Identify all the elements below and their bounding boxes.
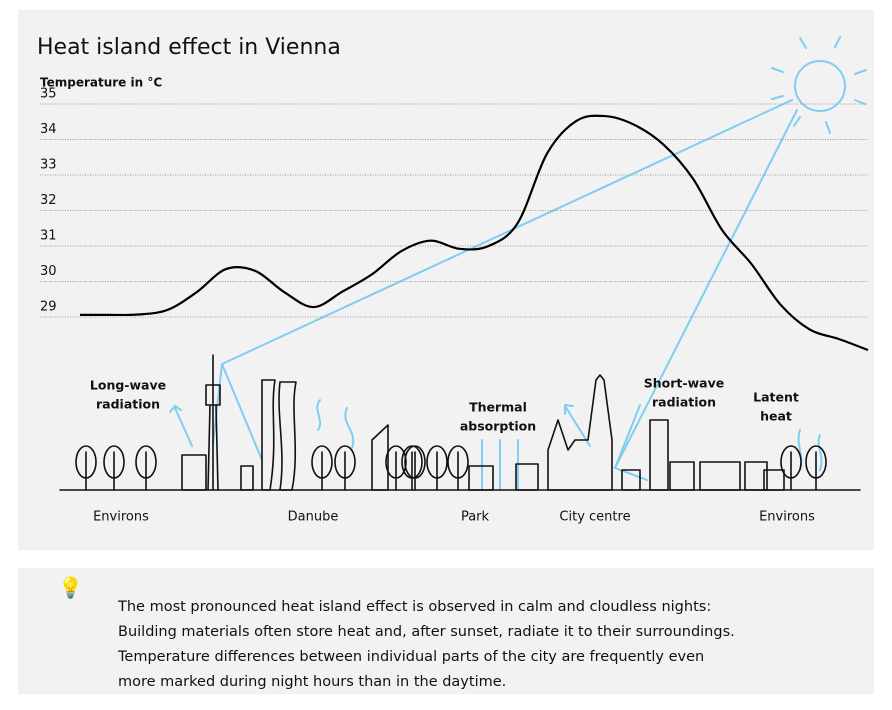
y-tick-label: 29 [40,300,57,315]
annotation: heat [760,409,792,424]
y-tick-label: 32 [40,193,57,208]
annotation: absorption [460,419,536,434]
region-label: Environs [759,510,815,525]
note-text: more marked during night hours than in t… [118,674,506,690]
note-text: Building materials often store heat and,… [118,624,735,640]
annotation: Latent [753,390,799,405]
region-label: Park [461,510,490,525]
region-label: Danube [288,510,339,525]
annotation: Thermal [469,400,527,415]
note-text: Temperature differences between individu… [117,649,704,665]
note-text: The most pronounced heat island effect i… [117,599,711,615]
y-tick-label: 30 [40,264,57,279]
region-label: City centre [559,510,630,525]
annotation: radiation [96,397,160,412]
chart-title: Heat island effect in Vienna [37,35,341,60]
y-tick-label: 34 [40,122,57,137]
page: {"chart_data": {"type": "line", "title":… [0,0,892,710]
annotation: Short-wave [644,376,724,391]
y-tick-label: 35 [40,87,57,102]
infographic: Heat island effect in Vienna Temperature… [0,0,892,710]
bulb-icon: 💡 [58,576,83,600]
y-tick-label: 31 [40,229,57,244]
y-tick-label: 33 [40,158,57,173]
y-axis-title: Temperature in °C [40,76,162,90]
annotation: Long-wave [90,378,166,393]
annotation: radiation [652,395,716,410]
region-label: Environs [93,510,149,525]
